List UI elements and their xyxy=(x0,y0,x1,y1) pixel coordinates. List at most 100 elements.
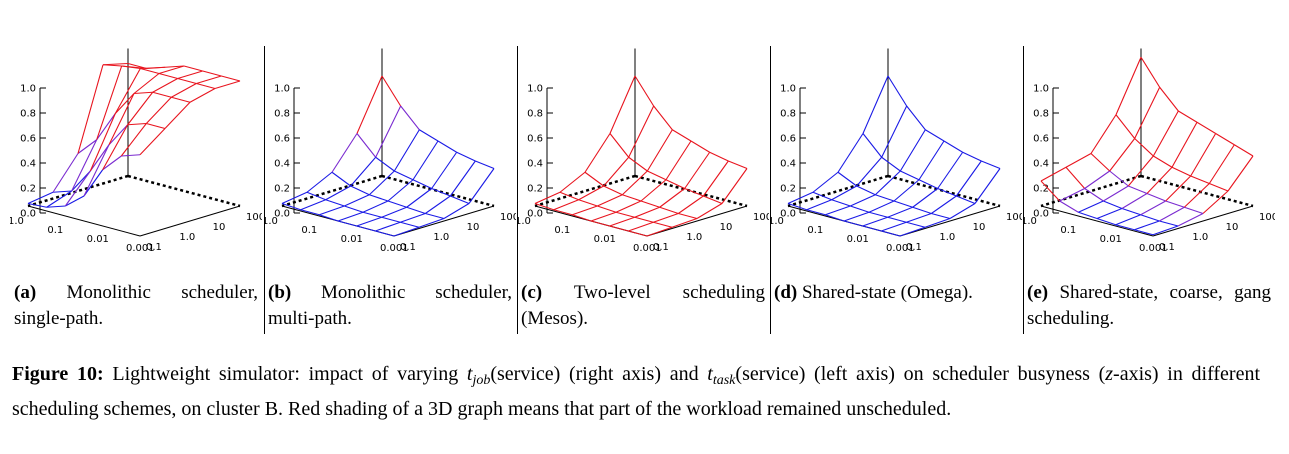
surface-grid-line xyxy=(1065,166,1086,189)
surface-grid-line xyxy=(331,171,351,187)
surface-grid-line xyxy=(862,133,883,158)
surface-grid-line xyxy=(381,206,407,218)
surface-grid-line xyxy=(918,179,938,189)
surface-grid-line xyxy=(937,151,964,189)
surface-grid-line xyxy=(647,170,667,181)
figure-caption: Figure 10: Lightweight simulator: impact… xyxy=(12,360,1260,423)
z-tick-label: 0.8 xyxy=(527,109,543,120)
surface-grid-line xyxy=(868,200,895,213)
surface-grid-line xyxy=(553,209,573,216)
surface-grid-line xyxy=(406,206,426,215)
surface-grid-line xyxy=(1202,190,1229,214)
surface-grid-line xyxy=(393,226,420,237)
right-axis-tick-label: 10 xyxy=(720,222,733,233)
panel-separator xyxy=(264,46,265,334)
surface-grid-line xyxy=(196,75,222,85)
surface-grid-line xyxy=(1146,166,1173,194)
surface-grid-line xyxy=(590,211,617,222)
surface-grid-line xyxy=(362,211,382,218)
surface-grid-line xyxy=(158,65,185,75)
surface-grid-line xyxy=(325,185,351,201)
surface-grid-line xyxy=(350,156,377,187)
surface-grid-line xyxy=(331,133,358,173)
surface-grid-line xyxy=(375,156,395,172)
surface-grid-line xyxy=(578,185,604,201)
surface-grid-line xyxy=(449,160,476,197)
left-axis-tick-label: 0.001 xyxy=(380,243,409,254)
surface-grid-line xyxy=(189,88,216,103)
surface-grid-line xyxy=(127,122,147,126)
y-axis-line xyxy=(887,174,1001,208)
surface-grid-line xyxy=(221,75,241,82)
surface-grid-line xyxy=(325,199,345,207)
surface-grid-line xyxy=(171,83,197,98)
surface-grid-line xyxy=(856,156,883,187)
surface-grid-line xyxy=(146,122,166,130)
surface-grid-line xyxy=(597,194,623,207)
surface-grid-line xyxy=(703,195,723,205)
z-tick-label: 0.8 xyxy=(780,109,796,120)
surface-grid-line xyxy=(52,153,79,193)
sub-caption-label: (c) xyxy=(521,282,543,303)
surface-grid-line xyxy=(1103,200,1123,210)
z-tick-label: 0.8 xyxy=(1033,109,1049,120)
surface-grid-line xyxy=(875,194,895,202)
surface-grid-line xyxy=(628,221,654,232)
z-tick-label: 0.4 xyxy=(20,159,36,170)
surface-grid-line xyxy=(1234,144,1254,157)
surface-grid-line xyxy=(475,160,495,170)
sub-caption-d: (d) Shared-state (Omega). xyxy=(774,280,1018,306)
surface-grid-line xyxy=(152,91,172,98)
surface-grid-line xyxy=(1134,220,1160,231)
surface-grid-line xyxy=(356,216,382,227)
surface-grid-line xyxy=(1090,153,1111,172)
sub-caption-label: (a) xyxy=(14,282,37,303)
sub-caption-text: Shared-state, coarse, gang scheduling. xyxy=(1027,282,1272,329)
surface-grid-line xyxy=(837,171,857,187)
surface-grid-line xyxy=(140,66,166,70)
surface-grid-line xyxy=(133,91,153,95)
surface-grid-line xyxy=(634,75,655,107)
surface-grid-line xyxy=(559,171,586,193)
surface-grid-line xyxy=(1090,114,1117,154)
surface-grid-line xyxy=(812,171,839,193)
surface-grid-line xyxy=(578,199,598,207)
surface-grid-line xyxy=(1115,57,1142,115)
surface-grid-line xyxy=(1209,182,1229,192)
surface-grid-line xyxy=(344,205,364,213)
surface-grid-line xyxy=(671,217,698,228)
surface-grid-line xyxy=(306,191,326,201)
surface-grid-line xyxy=(140,67,160,75)
surface-grid-line xyxy=(949,203,976,219)
surface-grid-line xyxy=(443,203,470,219)
surface-grid-line xyxy=(281,202,301,211)
surface-grid-line xyxy=(1115,214,1141,226)
surface-grid-line xyxy=(899,129,926,172)
surface-grid-line xyxy=(133,73,160,94)
right-axis-tick-label: 10 xyxy=(1226,222,1239,233)
surface-grid-line xyxy=(572,205,598,216)
surface-grid-line xyxy=(1171,166,1191,177)
sub-caption-b: (b) Monolithic scheduler, multi-path. xyxy=(268,280,512,332)
z-tick-label: 0.4 xyxy=(1033,159,1049,170)
left-axis-tick-label: 0.001 xyxy=(1139,243,1168,254)
surface-grid-line xyxy=(906,212,932,223)
surface-grid-line xyxy=(214,80,241,90)
surface-grid-line xyxy=(597,205,617,213)
surface-grid-line xyxy=(962,151,982,162)
surface-grid-line xyxy=(806,199,832,211)
surface-grid-line xyxy=(368,170,395,196)
left-axis-tick-label: 0.1 xyxy=(807,225,823,236)
surface-grid-line xyxy=(615,211,635,218)
right-axis-tick-label: 1.0 xyxy=(686,232,702,243)
surface-grid-line xyxy=(534,202,554,211)
surface-grid-line xyxy=(1159,220,1179,227)
surface-grid-line xyxy=(696,203,723,219)
left-axis-tick-label: 0.1 xyxy=(1060,225,1076,236)
surface-grid-line xyxy=(362,200,389,213)
sub-caption-c: (c) Two-level scheduling (Mesos). xyxy=(521,280,765,332)
z-tick-label: 0.0 xyxy=(274,209,290,220)
z-tick-label: 0.2 xyxy=(20,184,36,195)
surface-grid-line xyxy=(924,217,951,228)
surface-grid-line xyxy=(164,101,191,129)
